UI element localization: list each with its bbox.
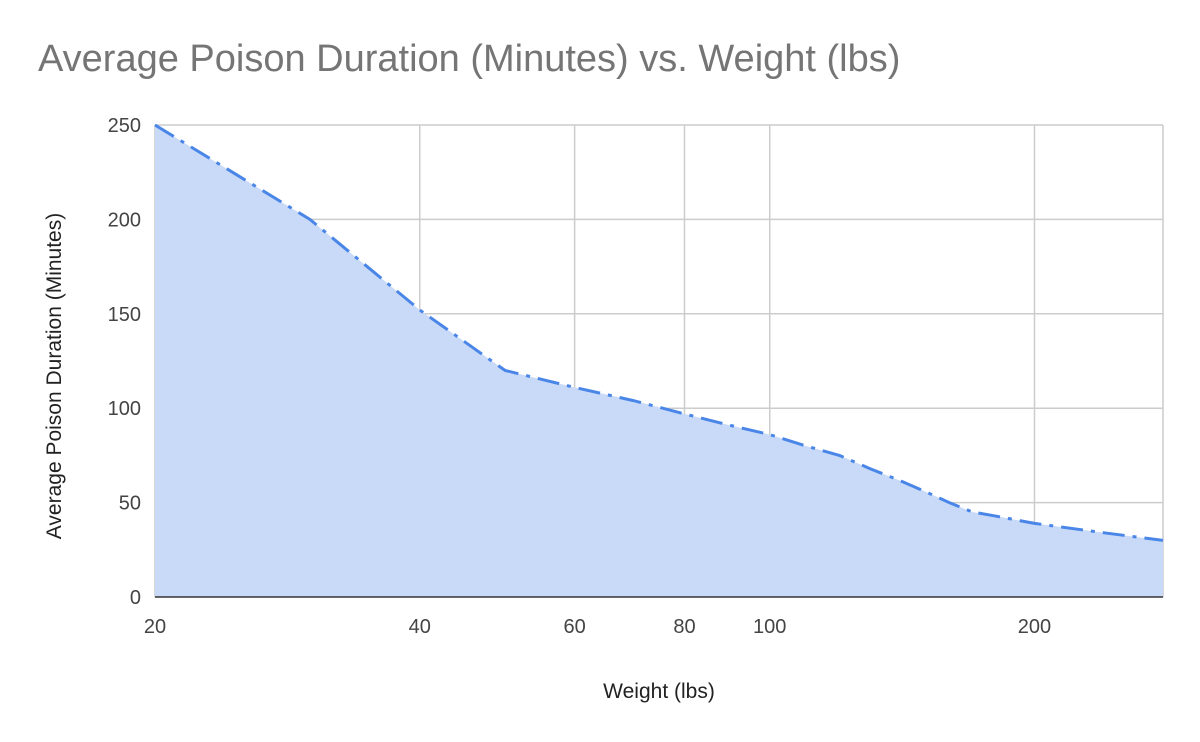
x-tick-label: 200	[1018, 616, 1051, 638]
y-tick-label: 100	[108, 398, 141, 420]
x-tick-label: 40	[409, 616, 431, 638]
y-tick-label: 250	[108, 115, 141, 137]
y-axis-ticks: 0 50 100 150 200 250	[108, 115, 141, 609]
x-axis-ticks: 20 40 60 80 100 200	[144, 616, 1051, 638]
y-axis-label: Average Poison Duration (Minutes)	[43, 213, 66, 539]
x-tick-label: 80	[673, 616, 695, 638]
x-tick-label: 20	[144, 616, 166, 638]
area-fill	[155, 125, 1163, 597]
x-axis-label: Weight (lbs)	[603, 680, 715, 703]
y-tick-label: 150	[108, 304, 141, 326]
chart-title: Average Poison Duration (Minutes) vs. We…	[38, 38, 901, 80]
y-tick-label: 50	[119, 493, 141, 515]
x-tick-label: 100	[753, 616, 786, 638]
x-tick-label: 60	[563, 616, 585, 638]
y-tick-label: 200	[108, 209, 141, 231]
series-line	[154, 123, 1164, 542]
y-tick-label: 0	[130, 587, 141, 609]
